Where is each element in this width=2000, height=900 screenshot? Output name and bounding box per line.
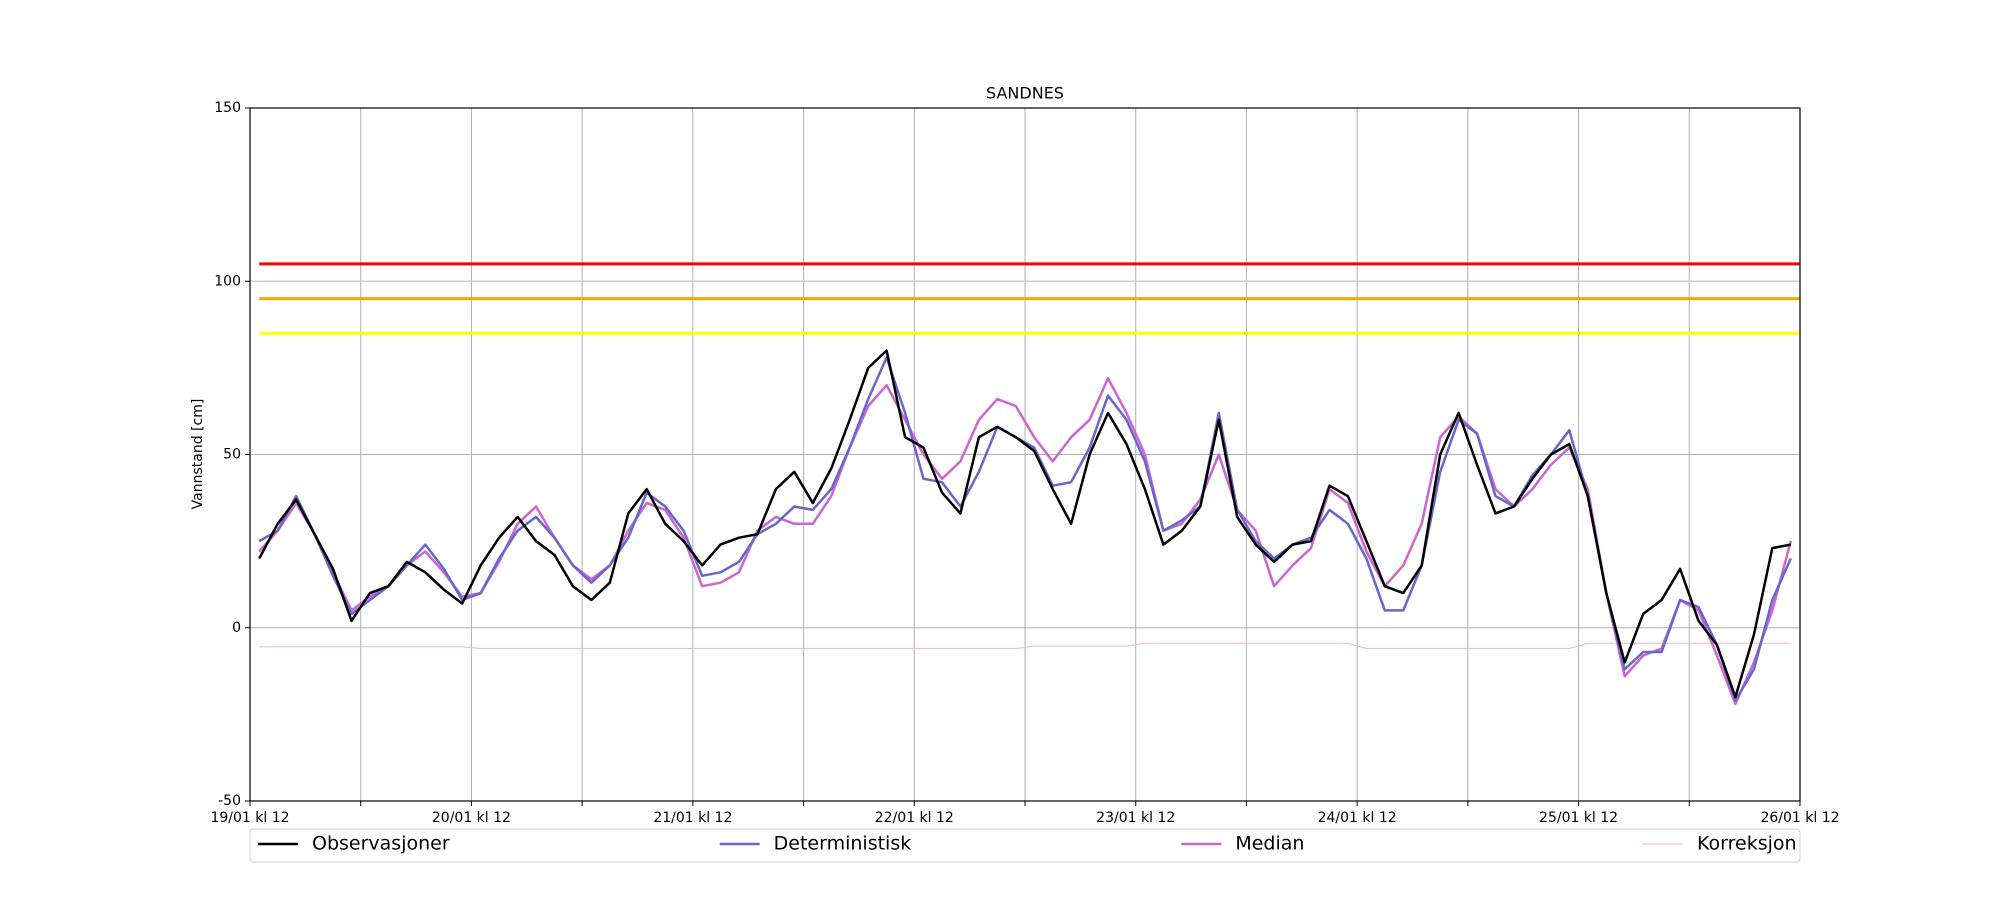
chart-title: SANDNES	[986, 84, 1064, 103]
series-line	[259, 642, 1791, 650]
legend-label: Median	[1235, 833, 1304, 855]
x-tick-label: 19/01 kl 12	[210, 810, 289, 826]
x-tick-label: 23/01 kl 12	[1096, 810, 1175, 826]
x-tick-label: 20/01 kl 12	[432, 810, 511, 826]
y-axis-label: Vannstand [cm]	[190, 399, 206, 510]
y-tick-label: 50	[223, 447, 241, 463]
series-line	[258, 377, 1793, 706]
y-tick-label: 100	[214, 273, 241, 289]
x-tick-label: 26/01 kl 12	[1760, 810, 1839, 826]
series-line	[258, 349, 1792, 699]
legend-label: Deterministisk	[774, 833, 912, 855]
x-tick-label: 22/01 kl 12	[875, 810, 954, 826]
series-line	[258, 356, 1792, 702]
y-tick-label: 150	[214, 100, 241, 116]
x-tick-label: 25/01 kl 12	[1539, 810, 1618, 826]
y-tick-label: 0	[232, 620, 241, 636]
x-tick-label: 21/01 kl 12	[653, 810, 732, 826]
x-tick-label: 24/01 kl 12	[1318, 810, 1397, 826]
plot-frame	[249, 107, 1801, 802]
y-tick-label: -50	[218, 793, 241, 809]
legend-box	[249, 828, 1801, 863]
legend-label: Korreksjon	[1697, 833, 1797, 855]
legend-label: Observasjoner	[312, 833, 450, 855]
